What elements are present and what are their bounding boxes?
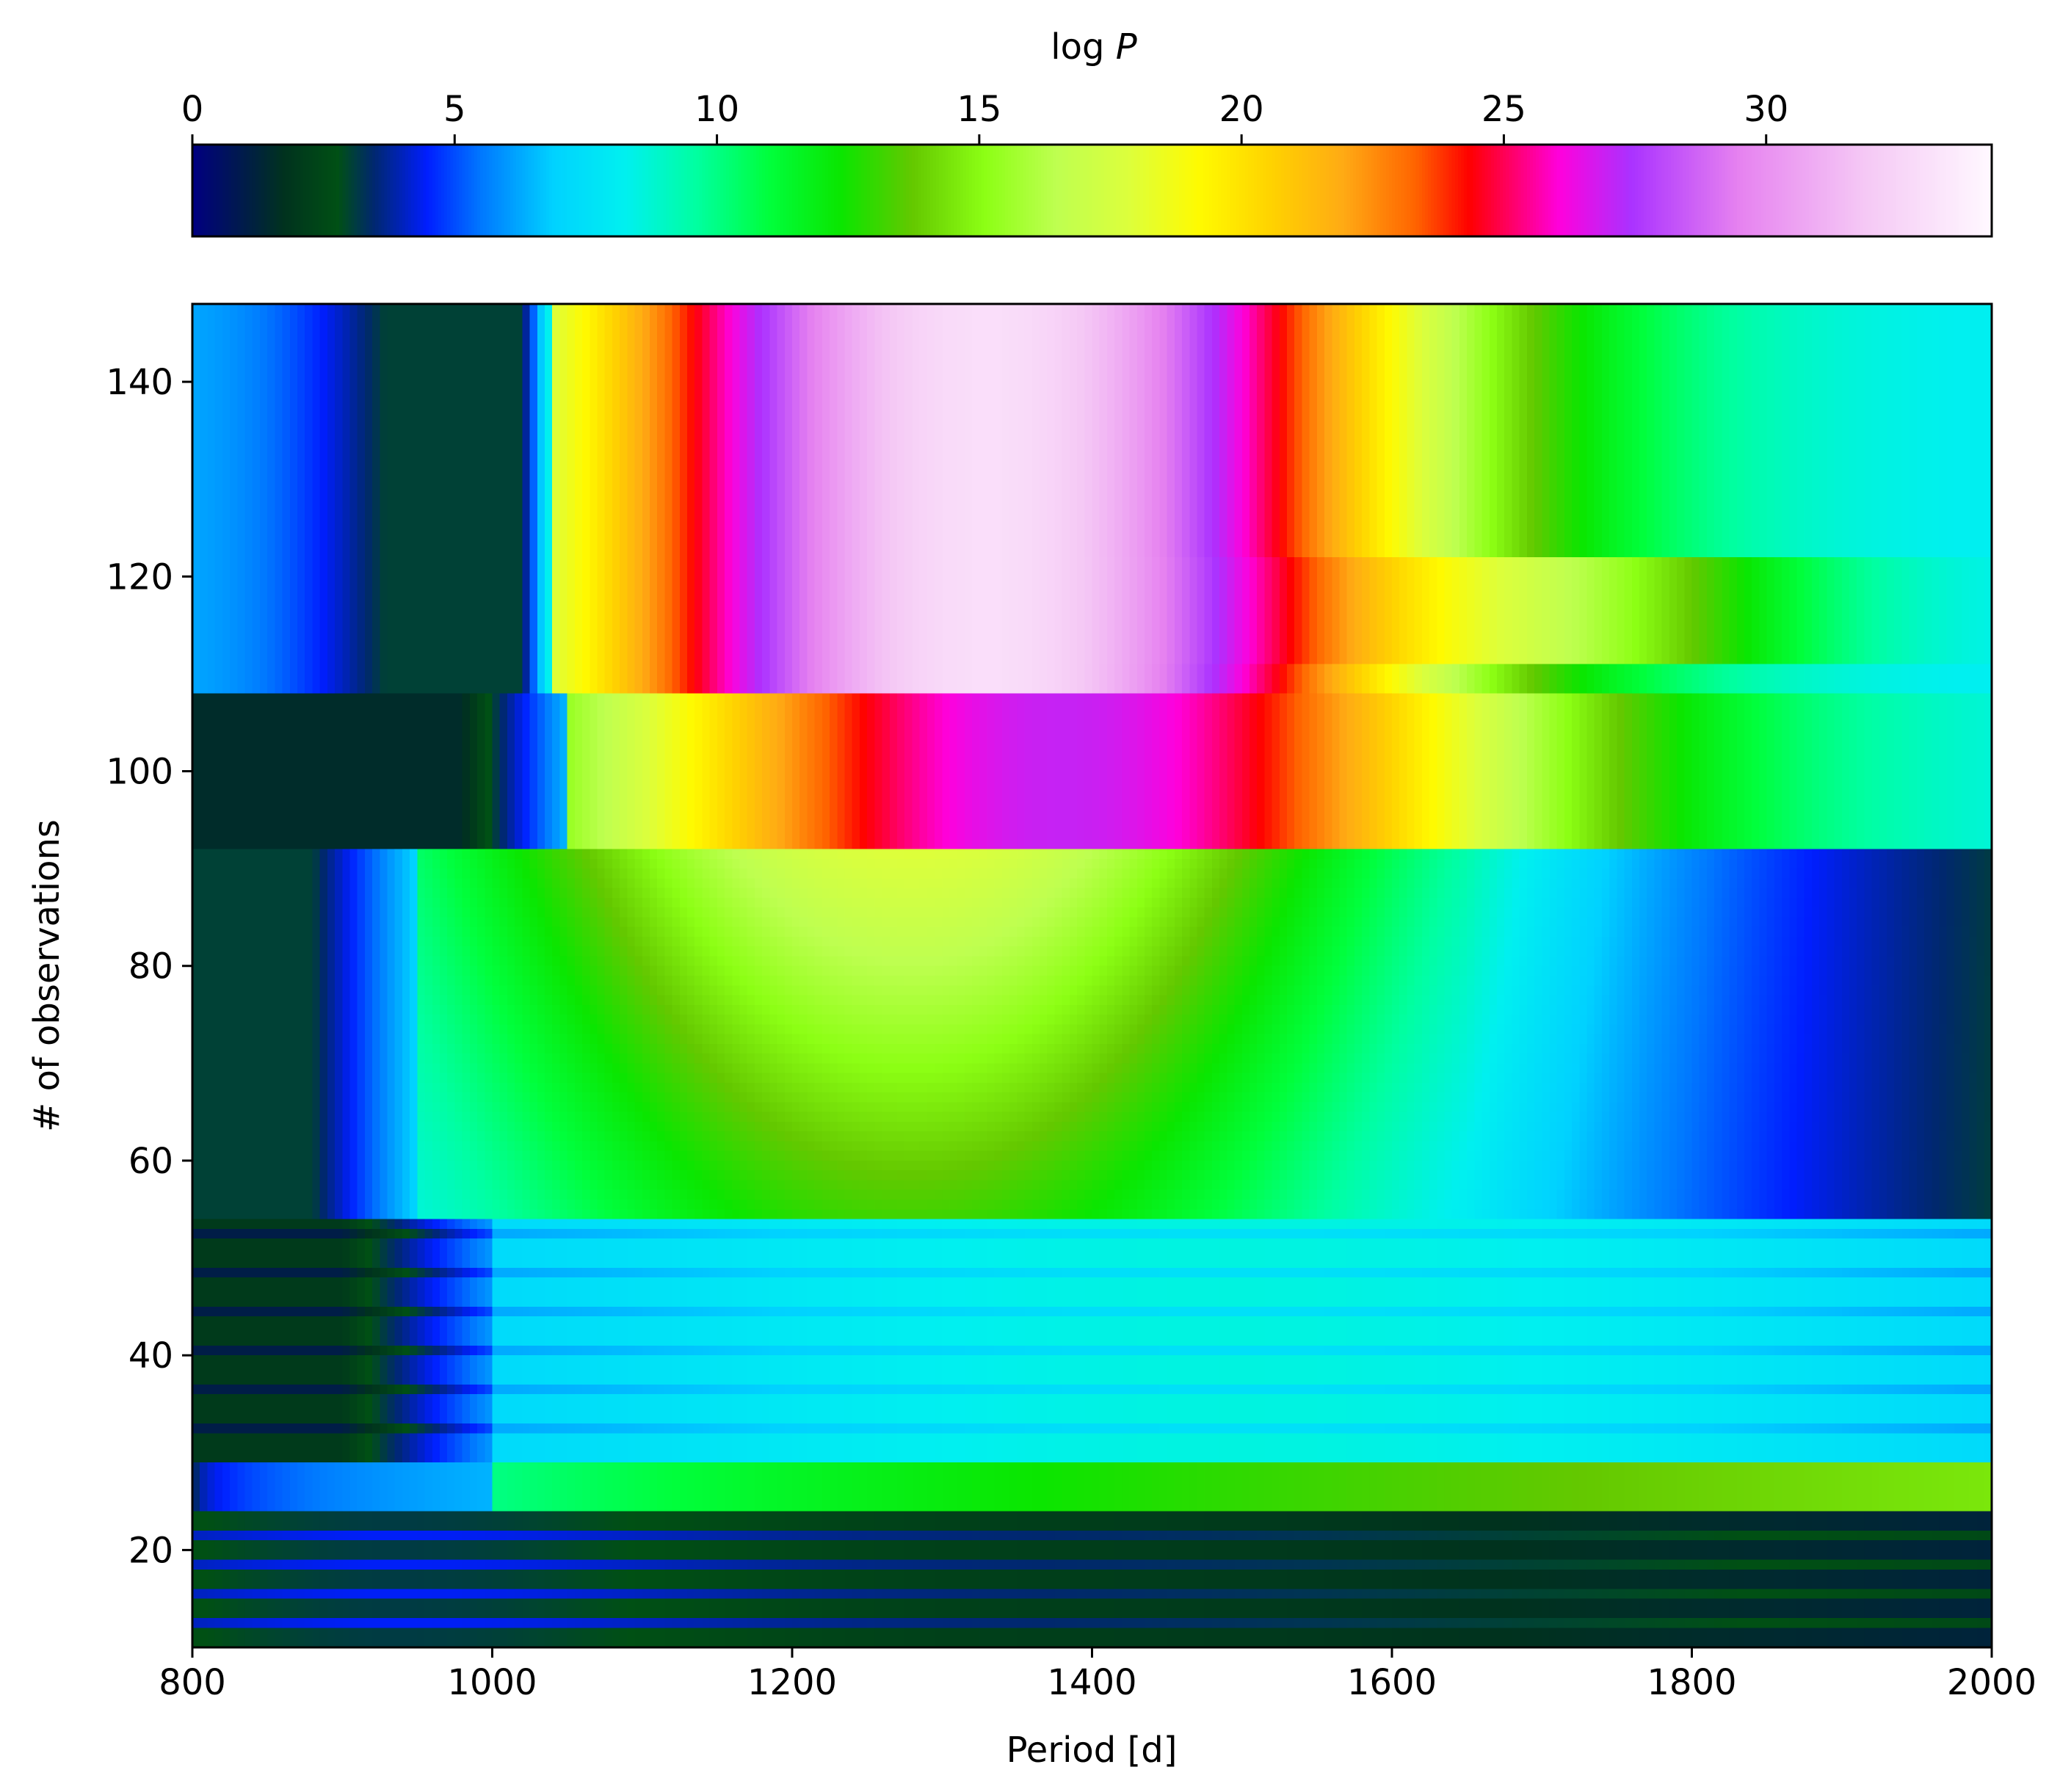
colorbar-tick-label: 25 [1481,89,1526,130]
colorbar-tick-label: 20 [1219,89,1264,130]
x-tick-label: 1600 [1347,1662,1437,1703]
y-axis-label: # of observations [26,819,68,1132]
x-tick-label: 800 [159,1662,226,1703]
x-tick-label: 2000 [1947,1662,2037,1703]
colorbar-gradient [192,145,1992,236]
colorbar-ticks: 0 5 10 15 20 25 30 [181,89,1788,145]
x-tick-label: 1200 [747,1662,837,1703]
x-axis-label: Period [d] [1007,1730,1178,1771]
colorbar-tick-label: 15 [957,89,1001,130]
heatmap-image [192,304,1992,1647]
heatmap-axes: 800 1000 1200 1400 1600 1800 2000 20 40 60 80 100 1… [26,302,2037,1771]
x-tick-label: 1800 [1647,1662,1736,1703]
y-tick-label: 120 [106,556,173,598]
y-axis-ticks: 20 40 60 80 100 120 140 [106,362,192,1571]
y-tick-label: 140 [106,362,173,403]
colorbar: 0 5 10 15 20 25 30 log P [181,26,1993,238]
x-tick-label: 1000 [447,1662,537,1703]
y-tick-label: 40 [128,1335,173,1376]
colorbar-frame [191,143,1993,238]
y-tick-label: 20 [128,1530,173,1571]
colorbar-tick-label: 30 [1744,89,1788,130]
y-tick-label: 80 [128,946,173,987]
colorbar-tick-label: 0 [181,89,204,130]
y-tick-label: 100 [106,752,173,793]
colorbar-label: log P [1051,26,1136,68]
x-tick-label: 1400 [1047,1662,1136,1703]
colorbar-tick-label: 5 [443,89,466,130]
colorbar-tick-label: 10 [694,89,739,130]
x-axis-ticks: 800 1000 1200 1400 1600 1800 2000 [159,1647,2037,1703]
y-tick-label: 60 [128,1141,173,1182]
